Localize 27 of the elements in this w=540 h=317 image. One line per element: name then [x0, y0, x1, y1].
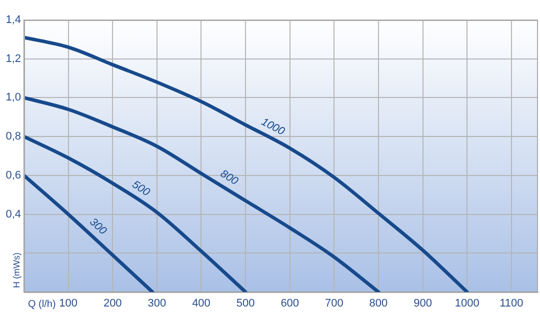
text: 800 [218, 168, 241, 188]
text: 1000 [259, 116, 288, 138]
y-tick-label: 1,0 [6, 92, 21, 104]
y-tick-label: 1,4 [6, 14, 21, 26]
line-series [24, 174, 154, 292]
text: 500 [130, 178, 152, 200]
y-tick-label: 0,6 [6, 169, 21, 182]
x-tick-label: 400 [192, 298, 210, 310]
line-series [24, 134, 248, 292]
x-tick-label: 800 [369, 298, 388, 310]
line-series [24, 36, 469, 292]
y-tick-label: 1,2 [6, 52, 21, 65]
line-series [24, 96, 380, 292]
y-tick-label: 0,8 [6, 130, 21, 143]
x-tick-label: 500 [236, 298, 255, 310]
x-tick-label: 100 [59, 298, 78, 310]
x-tick-label: 300 [148, 298, 166, 310]
y-axis-title: H (mWs) [11, 252, 22, 288]
x-axis-title: Q (l/h) [28, 298, 56, 310]
x-tick-label: 700 [324, 298, 344, 310]
x-tick-label: 900 [414, 298, 432, 310]
x-tick-label: 1000 [454, 298, 480, 310]
x-tick-label: 200 [103, 298, 122, 310]
x-tick-label: 1100 [500, 298, 524, 310]
text: 300 [87, 216, 110, 238]
x-tick-label: 600 [280, 298, 300, 310]
y-tick-label: 0,4 [6, 208, 21, 220]
